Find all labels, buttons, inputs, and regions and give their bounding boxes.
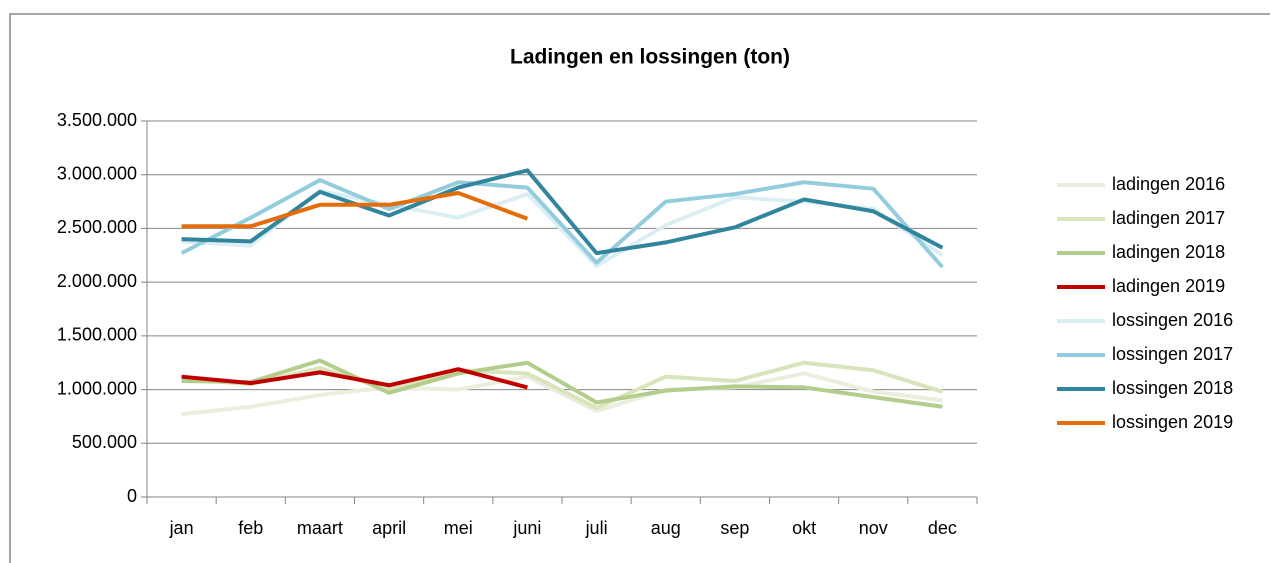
y-tick-label: 3.500.000	[57, 110, 137, 130]
x-tick-label: nov	[859, 518, 888, 538]
series-line	[180, 178, 944, 269]
y-tick-label: 1.000.000	[57, 378, 137, 398]
series-line	[181, 360, 944, 410]
x-tick-label: jan	[169, 518, 194, 538]
x-tick-label: maart	[297, 518, 343, 538]
legend-label: ladingen 2018	[1112, 242, 1225, 262]
x-tick-label: okt	[792, 518, 816, 538]
series-line	[181, 367, 528, 390]
y-tick-label: 500.000	[72, 432, 137, 452]
y-tick-label: 2.500.000	[57, 217, 137, 237]
x-tick-label: juli	[585, 518, 608, 538]
series-line	[181, 371, 943, 417]
legend-label: ladingen 2016	[1112, 174, 1225, 194]
y-tick-label: 0	[127, 486, 137, 506]
chart-border	[9, 13, 1270, 563]
x-tick-label: feb	[238, 518, 263, 538]
x-tick-label: juni	[512, 518, 541, 538]
x-tick-label: april	[372, 518, 406, 538]
legend-label: lossingen 2017	[1112, 344, 1233, 364]
series-line	[181, 358, 943, 409]
x-tick-label: aug	[651, 518, 681, 538]
y-tick-label: 1.500.000	[57, 325, 137, 345]
legend-label: ladingen 2019	[1112, 276, 1225, 296]
x-tick-label: dec	[928, 518, 957, 538]
series-line	[181, 190, 529, 229]
y-tick-label: 3.000.000	[57, 163, 137, 183]
legend-label: lossingen 2019	[1112, 412, 1233, 432]
legend-label: lossingen 2018	[1112, 378, 1233, 398]
x-tick-label: sep	[720, 518, 749, 538]
chart-title: Ladingen en lossingen (ton)	[510, 46, 790, 69]
legend-label: lossingen 2016	[1112, 310, 1233, 330]
y-tick-label: 2.000.000	[57, 271, 137, 291]
x-tick-label: mei	[444, 518, 473, 538]
legend-label: ladingen 2017	[1112, 208, 1225, 228]
series-line	[181, 168, 944, 256]
